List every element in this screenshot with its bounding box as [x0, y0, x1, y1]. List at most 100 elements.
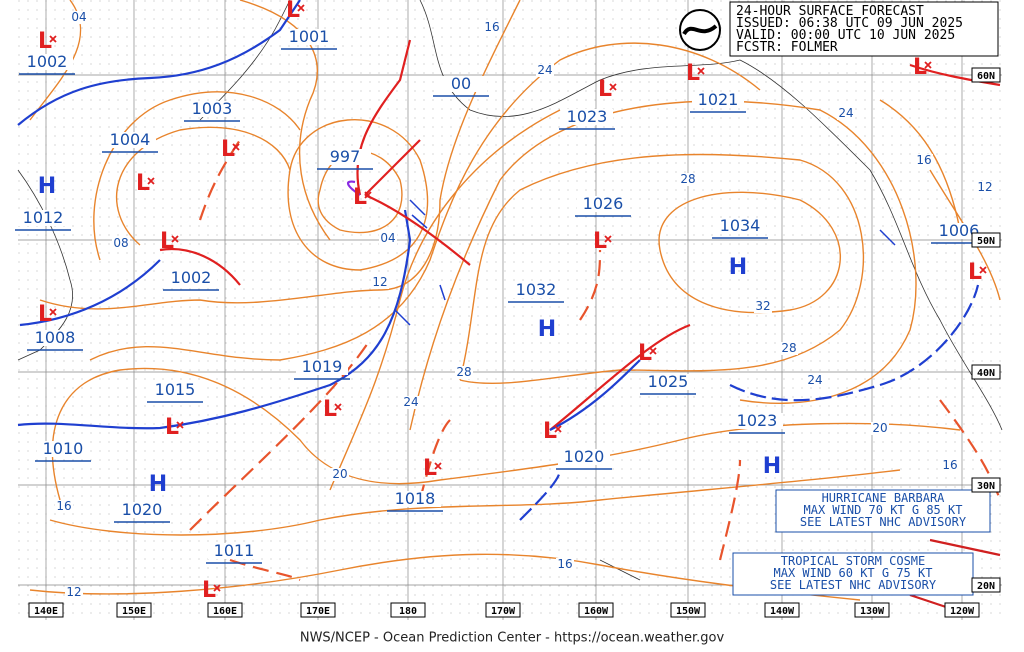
fronts — [17, 0, 1002, 612]
low-cross — [604, 235, 612, 243]
label-background — [642, 374, 694, 390]
label-background — [319, 149, 371, 165]
label-background — [112, 237, 130, 250]
latitude-label: 30N — [977, 481, 995, 492]
label-background — [65, 586, 83, 599]
isobar-label: 16 — [56, 499, 71, 513]
lon-label-box — [207, 602, 243, 618]
label-background — [510, 282, 562, 298]
label-background — [577, 196, 629, 212]
isobar-label: 28 — [781, 341, 796, 355]
pressure-label: 1032 — [516, 280, 557, 299]
low-center: L — [136, 171, 150, 196]
low-cross — [434, 462, 442, 470]
pressure-label: 1026 — [583, 194, 624, 213]
pressure-label: 1021 — [698, 90, 739, 109]
isobar-label: 16 — [557, 557, 572, 571]
header-line: ISSUED: 06:38 UTC 09 JUN 2025 — [736, 16, 963, 31]
lon-label-box — [300, 602, 336, 618]
lat-label-box — [971, 477, 1001, 493]
label-background — [283, 29, 335, 45]
lat-label-box — [971, 232, 1001, 248]
lat-label-box — [971, 577, 1001, 593]
low-cross — [924, 61, 932, 69]
pressure-label: 1023 — [737, 411, 778, 430]
low-cross — [364, 191, 372, 199]
low-cross — [697, 67, 705, 75]
label-background — [208, 543, 260, 559]
isobar-label: 24 — [807, 373, 822, 387]
label-background — [435, 76, 487, 92]
footer: NWS/NCEP - Ocean Prediction Center - htt… — [300, 631, 725, 646]
label-background — [536, 64, 554, 77]
pressure-label: 1002 — [171, 268, 212, 287]
high-center: H — [538, 317, 556, 342]
low-center: L — [968, 260, 982, 285]
low-cross — [49, 35, 57, 43]
low-cross — [649, 347, 657, 355]
label-background — [165, 270, 217, 286]
advisory-frame — [775, 489, 991, 533]
isobar-label: 04 — [71, 10, 86, 24]
pressure-label: 1018 — [395, 489, 436, 508]
advisory-line: SEE LATEST NHC ADVISORY — [800, 515, 967, 529]
pressure-label: 1008 — [35, 328, 76, 347]
lon-label-box — [116, 602, 152, 618]
isobar-label: 24 — [537, 63, 552, 77]
low-cross — [979, 266, 987, 274]
latitude-label: 50N — [977, 236, 995, 247]
pressure-label: 1015 — [155, 380, 196, 399]
isobar-label: 12 — [66, 585, 81, 599]
label-background — [692, 92, 744, 108]
label-background — [806, 374, 824, 387]
isobar-label: 32 — [755, 299, 770, 313]
low-center: L — [221, 137, 235, 162]
wind-barbs — [394, 199, 896, 326]
isobar-label: 16 — [916, 153, 931, 167]
isobar-label: 28 — [680, 172, 695, 186]
label-background — [679, 173, 697, 186]
longitude-label: 180 — [399, 606, 417, 617]
low-cross — [297, 4, 305, 12]
longitude-label: 170W — [491, 606, 516, 617]
high-center: H — [149, 472, 167, 497]
low-cross — [609, 83, 617, 91]
lat-label-box — [971, 67, 1001, 83]
label-background — [915, 154, 933, 167]
isobar-label: 24 — [403, 395, 418, 409]
low-center: L — [323, 397, 337, 422]
low-center: L — [202, 578, 216, 603]
label-background — [976, 181, 994, 194]
label-background — [149, 382, 201, 398]
longitude-label: 170E — [306, 606, 330, 617]
label-background — [331, 468, 349, 481]
label-background — [561, 109, 613, 125]
low-center: L — [165, 415, 179, 440]
latitude-label: 40N — [977, 368, 995, 379]
longitude-label: 160E — [213, 606, 237, 617]
isobar-label: 28 — [456, 365, 471, 379]
pressure-label: 1001 — [289, 27, 330, 46]
longitude-label: 130W — [860, 606, 885, 617]
label-background — [371, 276, 389, 289]
label-background — [402, 396, 420, 409]
label-background — [186, 101, 238, 117]
label-background — [116, 502, 168, 518]
label-background — [104, 132, 156, 148]
isobars — [29, 0, 1001, 601]
pressure-label: 997 — [330, 147, 361, 166]
label-background — [941, 459, 959, 472]
label-background — [296, 359, 348, 375]
isobar-label: 24 — [838, 106, 853, 120]
advisory-line: MAX WIND 70 KT G 85 KT — [804, 503, 963, 517]
low-cross — [213, 584, 221, 592]
pressure-label: 1012 — [23, 208, 64, 227]
low-cross — [171, 235, 179, 243]
isobar-label: 16 — [942, 458, 957, 472]
advisory-line: SEE LATEST NHC ADVISORY — [770, 578, 937, 592]
lon-label-box — [390, 602, 426, 618]
label-background — [714, 218, 766, 234]
advisory-line: TROPICAL STORM COSME — [781, 554, 926, 568]
pressure-label: 1020 — [564, 447, 605, 466]
low-cross — [334, 403, 342, 411]
